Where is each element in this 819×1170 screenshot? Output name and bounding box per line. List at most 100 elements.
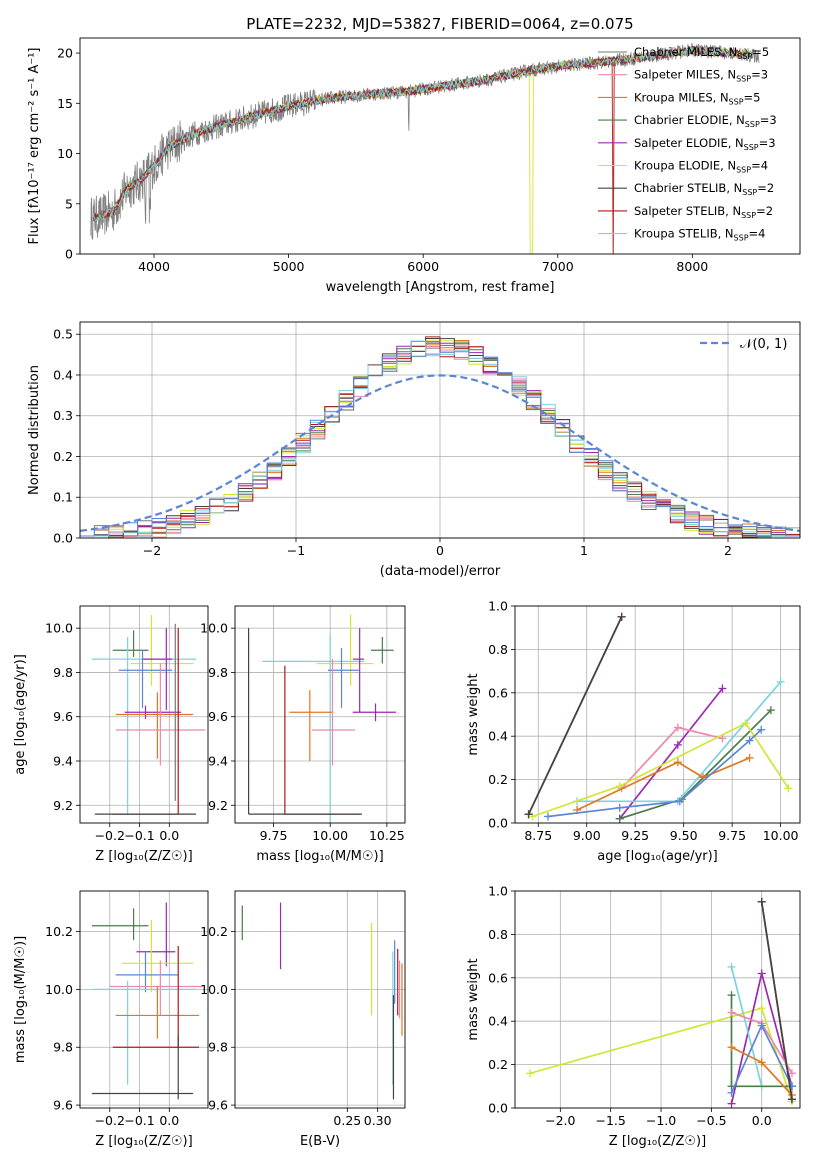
mass-weight-line — [576, 757, 750, 811]
y-tick-label: 9.4 — [208, 754, 228, 769]
x-tick-label: 0.0 — [159, 828, 179, 843]
axes-frame — [234, 605, 406, 824]
mass-weight-vs-age-panel: 8.75 9.00 9.25 9.50 9.75 10.00 0.0 0.2 0.4 0.6 0.8… — [466, 599, 801, 864]
y-tick-label: 10.2 — [45, 924, 73, 939]
y-tick-label: 10.0 — [45, 621, 73, 636]
legend-entry-value: =4 — [749, 227, 766, 241]
x-tick-label: 8000 — [676, 259, 708, 274]
y-tick-label: 0.6 — [488, 685, 508, 700]
y-tick-label: 0.0 — [488, 816, 508, 831]
x-tick-label: 9.75 — [260, 828, 288, 843]
grid-lines — [235, 891, 405, 1108]
mass-weight-vs-metallicity-panel: −2.0 −1.5 −1.0 −0.5 0.0 0.0 0.2 0.4 0.6 0.8 1.0 Z [… — [466, 884, 801, 1149]
x-tick-label: 7000 — [542, 259, 574, 274]
legend-entry-text: Kroupa STELIB, N — [634, 227, 734, 241]
legend-entry: Chabrier STELIB, NSSP=2 — [634, 181, 774, 197]
legend-entry: Kroupa MILES, NSSP=5 — [634, 90, 760, 106]
mass-weight-line — [527, 616, 623, 815]
y-tick-label: 9.6 — [53, 1098, 73, 1113]
legend-entry-text: Kroupa ELODIE, N — [634, 159, 736, 173]
axes-frame — [514, 605, 801, 824]
y-axis-label: Normed distribution — [27, 365, 42, 495]
x-tick-label: 9.25 — [621, 828, 649, 843]
y-tick-label: 9.2 — [208, 798, 228, 813]
plot-area — [91, 614, 206, 815]
x-tick-label: 0.0 — [752, 1113, 772, 1128]
mass-vs-metallicity-panel: −0.2 −0.1 0.0 9.6 9.8 10.0 10.2 Z [log₁₀(Z/Z☉)]… — [13, 890, 209, 1149]
x-tick-label: 10.00 — [312, 828, 348, 843]
x-axis-label: age [log₁₀(age/yr)] — [597, 849, 718, 864]
plot-area — [90, 43, 760, 254]
y-tick-label: 0.4 — [53, 367, 73, 382]
x-tick-label: −2 — [143, 543, 161, 558]
x-tick-label: −0.2 — [95, 1113, 125, 1128]
plot-area — [241, 902, 403, 1100]
x-tick-label: −1.5 — [595, 1113, 625, 1128]
y-axis-label: age [log₁₀(age/yr)] — [13, 654, 28, 775]
y-tick-label: 0.5 — [53, 327, 73, 342]
x-tick-label: 0 — [436, 543, 444, 558]
y-tick-label: 0.0 — [488, 1101, 508, 1116]
legend-entry-value: =2 — [757, 181, 774, 195]
x-tick-label: −0.5 — [696, 1113, 726, 1128]
axes-frame — [514, 890, 801, 1109]
y-tick-label: 9.8 — [208, 1040, 228, 1055]
legend-entry: 𝒩(0, 1) — [740, 337, 787, 352]
plot-area — [91, 902, 203, 1100]
legend-entry-text: Salpeter STELIB, N — [634, 204, 741, 218]
legend-entry-value: =4 — [751, 159, 768, 173]
spectrum-panel: 4000 5000 6000 7000 8000 0 5 10 15 20 PLATE=2232, … — [27, 15, 801, 295]
y-tick-label: 9.8 — [53, 1040, 73, 1055]
x-tick-label: 0.0 — [159, 1113, 179, 1128]
legend-entry-text: Salpeter ELODIE, N — [634, 136, 744, 150]
x-tick-label: 6000 — [407, 259, 439, 274]
y-tick-label: 15 — [57, 96, 73, 111]
grid-lines — [515, 890, 800, 1109]
legend-entry-subscript: SSP — [736, 75, 751, 84]
x-axis-label: Z [log₁₀(Z/Z☉)] — [95, 849, 192, 864]
x-tick-label: 9.50 — [670, 828, 698, 843]
x-axis-label: Z [log₁₀(Z/Z☉)] — [95, 1134, 192, 1149]
x-axis-label: mass [log₁₀(M/M☉)] — [256, 849, 383, 864]
y-tick-label: 10 — [57, 146, 73, 161]
axes-frame — [79, 890, 209, 1109]
y-tick-label: 10.0 — [200, 621, 228, 636]
legend-entry-text: Chabrier ELODIE, N — [634, 113, 745, 127]
mass-weight-line — [760, 901, 793, 1100]
plot-area — [248, 614, 396, 823]
y-tick-label: 0.6 — [488, 970, 508, 985]
grid-lines — [80, 891, 208, 1108]
legend-entry: Salpeter MILES, NSSP=3 — [634, 68, 768, 84]
x-tick-label: 2 — [724, 543, 732, 558]
x-tick-label: 8.75 — [524, 828, 552, 843]
x-tick-label: 0.25 — [333, 1113, 361, 1128]
mass-weight-line — [620, 726, 723, 789]
legend-entry: Kroupa ELODIE, NSSP=4 — [634, 159, 768, 175]
y-tick-label: 5 — [65, 196, 73, 211]
y-tick-label: 0.2 — [488, 772, 508, 787]
x-tick-label: 1 — [580, 543, 588, 558]
y-tick-label: 9.2 — [53, 798, 73, 813]
mass-weight-line — [532, 722, 790, 818]
axes-frame — [79, 605, 209, 824]
legend-entry-subscript: SSP — [734, 234, 749, 243]
y-tick-label: 0.4 — [488, 1014, 508, 1029]
y-axis-label: mass weight — [466, 958, 481, 1040]
grid-lines — [515, 605, 800, 824]
legend-entry-subscript: SSP — [737, 52, 752, 61]
legend-entry-subscript: SSP — [741, 211, 756, 220]
legend-entry-text: Chabrier STELIB, N — [634, 181, 742, 195]
legend-entry-subscript: SSP — [744, 143, 759, 152]
plot-area — [526, 897, 796, 1108]
x-axis-label: wavelength [Angstrom, rest frame] — [326, 280, 555, 295]
plot-area — [524, 612, 793, 823]
legend-entry: Salpeter STELIB, NSSP=2 — [634, 204, 773, 220]
x-tick-label: −1 — [287, 543, 305, 558]
y-tick-label: 9.6 — [208, 1098, 228, 1113]
chart-title: PLATE=2232, MJD=53827, FIBERID=0064, z=0… — [246, 15, 633, 33]
y-tick-label: 10.2 — [200, 924, 228, 939]
mass-vs-ebv-panel: 0.25 0.30 9.6 9.8 10.0 10.2 E(B-V) — [200, 890, 406, 1149]
legend-entry-value: =3 — [759, 136, 776, 150]
x-tick-label: 0.30 — [364, 1113, 392, 1128]
